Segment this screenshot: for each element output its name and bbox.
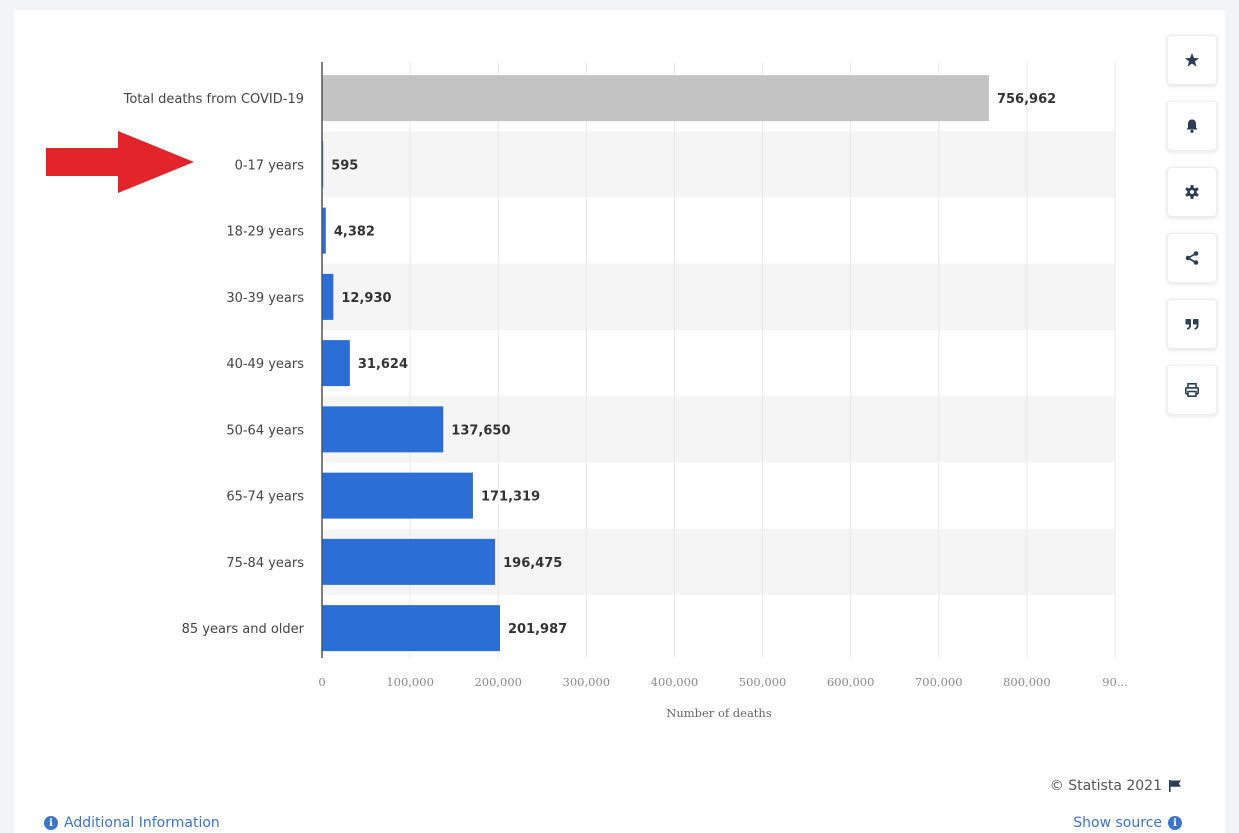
print-icon <box>1184 382 1199 397</box>
copyright-text: © Statista 2021 <box>1049 778 1162 794</box>
additional-info-text: Additional Information <box>64 815 220 831</box>
show-source-link[interactable]: Show source i <box>1073 815 1182 831</box>
gear-icon <box>1185 185 1199 199</box>
bar[interactable] <box>322 273 334 320</box>
bar[interactable] <box>322 406 444 453</box>
value-label: 595 <box>331 158 358 173</box>
bar[interactable] <box>322 472 473 519</box>
flag-icon <box>1169 780 1181 792</box>
info-icon: i <box>44 816 58 830</box>
share-button[interactable] <box>1167 233 1217 283</box>
bar[interactable] <box>322 605 500 652</box>
favorite-button[interactable] <box>1167 35 1217 85</box>
value-label: 756,962 <box>997 92 1056 107</box>
category-labels: Total deaths from COVID-19 0-17 years 18-2… <box>123 92 305 637</box>
value-labels: 756,962 595 4,382 12,930 31,624 137,650 171,31… <box>331 92 1056 637</box>
x-axis-title: Number of deaths <box>666 706 772 720</box>
print-button[interactable] <box>1167 365 1217 415</box>
row-bands <box>322 131 1115 595</box>
category-label: 18-29 years <box>226 225 304 240</box>
category-label: 85 years and older <box>182 622 305 637</box>
x-tick-label: 0 <box>318 675 325 689</box>
grid-lines <box>409 62 1116 658</box>
value-label: 4,382 <box>334 225 375 240</box>
x-tick-label: 800,000 <box>1003 675 1051 689</box>
x-tick-label: 100,000 <box>386 675 434 689</box>
bars <box>322 75 989 652</box>
row-band <box>322 263 1115 330</box>
notification-button[interactable] <box>1167 101 1217 151</box>
settings-button[interactable] <box>1167 167 1217 217</box>
value-label: 196,475 <box>503 556 562 571</box>
bar[interactable] <box>322 75 989 122</box>
category-label: Total deaths from COVID-19 <box>123 92 304 107</box>
category-label: 65-74 years <box>226 490 304 505</box>
value-label: 137,650 <box>451 423 510 438</box>
additional-info-link[interactable]: i Additional Information <box>44 815 220 831</box>
value-label: 201,987 <box>508 622 567 637</box>
x-tick-label: 600,000 <box>827 675 875 689</box>
category-label: 0-17 years <box>235 158 305 173</box>
x-tick-label: 400,000 <box>651 675 699 689</box>
x-tick-label: 200,000 <box>474 675 522 689</box>
info-icon: i <box>1168 816 1182 830</box>
red-arrow-annotation <box>46 131 194 193</box>
category-label: 30-39 years <box>226 291 304 306</box>
bar[interactable] <box>322 538 496 585</box>
bar[interactable] <box>322 340 350 387</box>
bar[interactable] <box>322 207 326 254</box>
show-source-text: Show source <box>1073 815 1162 831</box>
x-tick-label: 90... <box>1102 675 1128 689</box>
value-label: 31,624 <box>358 357 408 372</box>
bell-icon <box>1186 119 1198 133</box>
category-label: 75-84 years <box>226 556 304 571</box>
category-label: 50-64 years <box>226 423 304 438</box>
x-tick-label: 700,000 <box>915 675 963 689</box>
x-tick-labels: 0 100,000 200,000 300,000 400,000 500,000 600,… <box>318 675 1127 689</box>
row-band <box>322 396 1115 463</box>
chart-card: Total deaths from COVID-19 0-17 years 18-2… <box>14 10 1225 833</box>
x-tick-label: 300,000 <box>563 675 611 689</box>
value-label: 171,319 <box>481 490 540 505</box>
cite-button[interactable] <box>1167 299 1217 349</box>
copyright-label: © Statista 2021 <box>1050 778 1182 794</box>
bar-chart: Total deaths from COVID-19 0-17 years 18-2… <box>46 62 1128 720</box>
row-band <box>322 131 1115 198</box>
value-label: 12,930 <box>341 291 391 306</box>
category-label: 40-49 years <box>226 357 304 372</box>
quote-icon <box>1185 319 1199 330</box>
share-icon <box>1185 251 1199 265</box>
star-icon <box>1184 53 1200 67</box>
x-tick-label: 500,000 <box>739 675 787 689</box>
